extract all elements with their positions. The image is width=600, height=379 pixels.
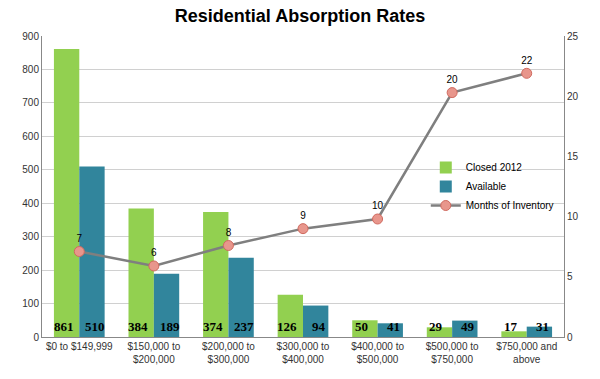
svg-text:Available: Available xyxy=(466,181,507,192)
svg-text:8: 8 xyxy=(226,227,232,238)
svg-text:5: 5 xyxy=(567,271,573,282)
svg-text:6: 6 xyxy=(151,247,157,258)
svg-text:Months of Inventory: Months of Inventory xyxy=(466,200,554,211)
svg-text:300: 300 xyxy=(22,231,39,242)
svg-text:126: 126 xyxy=(277,319,297,334)
svg-text:500: 500 xyxy=(22,164,39,175)
svg-text:0: 0 xyxy=(33,332,39,343)
svg-text:15: 15 xyxy=(567,151,579,162)
svg-text:10: 10 xyxy=(372,200,384,211)
svg-text:10: 10 xyxy=(567,211,579,222)
svg-text:$150,000 to$200,000: $150,000 to$200,000 xyxy=(127,341,180,365)
svg-text:49: 49 xyxy=(461,319,475,334)
svg-text:20: 20 xyxy=(447,74,459,85)
svg-text:Closed 2012: Closed 2012 xyxy=(466,162,523,173)
svg-text:17: 17 xyxy=(504,319,518,334)
svg-text:7: 7 xyxy=(77,233,83,244)
svg-text:400: 400 xyxy=(22,198,39,209)
svg-text:374: 374 xyxy=(203,319,223,334)
svg-text:$750,000 andabove: $750,000 andabove xyxy=(496,341,557,365)
svg-text:20: 20 xyxy=(567,91,579,102)
svg-text:$0 to $149,999: $0 to $149,999 xyxy=(46,341,113,352)
svg-text:0: 0 xyxy=(567,332,573,343)
svg-text:41: 41 xyxy=(387,319,400,334)
svg-text:237: 237 xyxy=(234,319,254,334)
svg-text:200: 200 xyxy=(22,265,39,276)
svg-text:800: 800 xyxy=(22,64,39,75)
svg-text:900: 900 xyxy=(22,31,39,42)
svg-text:22: 22 xyxy=(521,55,533,66)
svg-text:94: 94 xyxy=(312,319,326,334)
svg-text:31: 31 xyxy=(536,319,549,334)
svg-text:$200,000 to$300,000: $200,000 to$300,000 xyxy=(202,341,255,365)
svg-text:189: 189 xyxy=(160,319,180,334)
svg-text:$400,000 to$500,000: $400,000 to$500,000 xyxy=(351,341,404,365)
svg-text:861: 861 xyxy=(54,319,74,334)
svg-text:$500,000 to$750,000: $500,000 to$750,000 xyxy=(426,341,479,365)
svg-text:Residential Absorption Rates: Residential Absorption Rates xyxy=(175,6,425,26)
svg-text:600: 600 xyxy=(22,131,39,142)
svg-text:50: 50 xyxy=(355,319,368,334)
svg-text:25: 25 xyxy=(567,31,579,42)
svg-text:29: 29 xyxy=(429,319,443,334)
svg-text:100: 100 xyxy=(22,298,39,309)
svg-text:700: 700 xyxy=(22,97,39,108)
svg-text:9: 9 xyxy=(300,210,306,221)
svg-text:510: 510 xyxy=(85,319,105,334)
svg-text:384: 384 xyxy=(128,319,148,334)
svg-text:$300,000 to$400,000: $300,000 to$400,000 xyxy=(277,341,330,365)
